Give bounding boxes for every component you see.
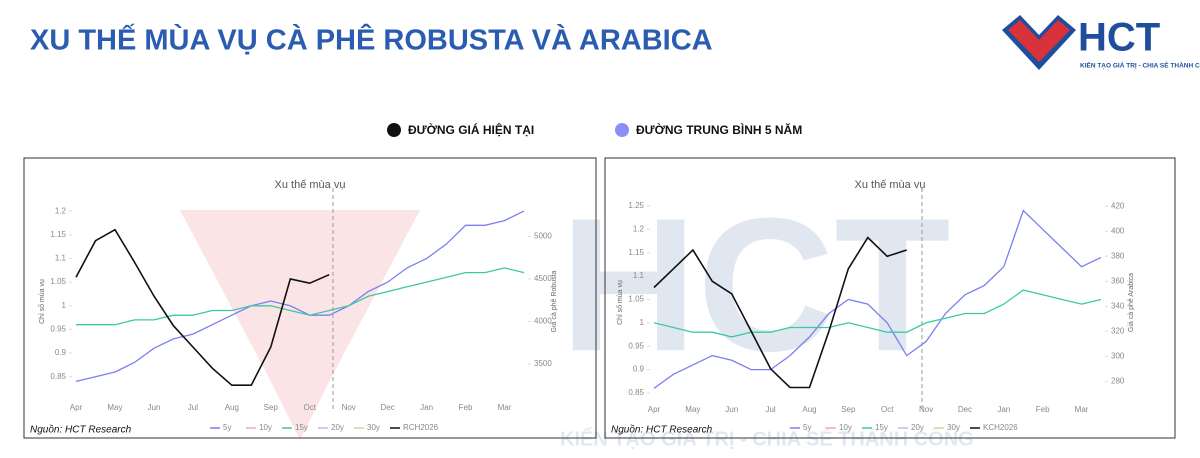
legend-text: ĐƯỜNG GIÁ HIỆN TẠI: [408, 122, 534, 137]
series-line: [76, 267, 525, 326]
x-tick-label: Feb: [1036, 405, 1050, 414]
x-tick-label: Aug: [225, 403, 239, 412]
y-tick-label: 0.85: [628, 388, 644, 397]
x-tick-label: Nov: [919, 405, 933, 414]
series-line: [653, 289, 1102, 338]
logo: HCT KIẾN TẠO GIÁ TRỊ - CHIA SẺ THÀNH CÔN…: [1002, 15, 1200, 70]
chart-title: Xu thế mùa vụ: [275, 179, 346, 191]
y-tick-label: 0.85: [50, 372, 66, 381]
legend-dot: [387, 123, 401, 137]
y-tick-label: 1.1: [55, 254, 67, 263]
y2-axis-title: Giá cà phê Robusta: [551, 270, 558, 332]
legend-dot: [615, 123, 629, 137]
x-tick-label: Sep: [841, 405, 856, 414]
x-tick-label: Mar: [1075, 405, 1089, 414]
y-tick-label: 0.95: [628, 341, 644, 350]
x-tick-label: Feb: [459, 403, 473, 412]
y2-tick-label: 420: [1111, 201, 1125, 210]
x-tick-label: Nov: [342, 403, 356, 412]
y-tick-label: 1.15: [50, 230, 66, 239]
x-tick-label: Aug: [802, 405, 816, 414]
x-tick-label: Oct: [304, 403, 317, 412]
x-tick-label: Apr: [70, 403, 83, 412]
tagline: KIẾN TẠO GIÁ TRỊ - CHIA SẺ THÀNH CÔNG: [1080, 60, 1200, 70]
source: Nguồn: HCT Research: [30, 424, 132, 436]
x-tick-label: Jan: [420, 403, 433, 412]
legend-label: 30y: [947, 423, 960, 432]
legend-label: KCH2026: [983, 423, 1018, 432]
y-tick-label: 1.05: [50, 277, 66, 286]
legend-text: ĐƯỜNG TRUNG BÌNH 5 NĂM: [636, 122, 802, 137]
x-tick-label: Dec: [958, 405, 972, 414]
x-tick-label: Oct: [881, 405, 894, 414]
y-axis-title: Chỉ số mùa vụ: [37, 279, 46, 324]
y2-tick-label: 400: [1111, 226, 1125, 235]
x-tick-label: May: [685, 405, 700, 414]
series-line: [653, 236, 907, 389]
legend-label: 10y: [259, 423, 272, 432]
legend-label: 15y: [875, 423, 888, 432]
x-tick-label: Jun: [147, 403, 160, 412]
watermark: HCT KIẾN TẠO GIÁ TRỊ - CHIA SẺ THÀNH CÔN…: [180, 179, 974, 450]
x-tick-label: Apr: [648, 405, 661, 414]
legend-label: RCH2026: [403, 423, 439, 432]
legend-label: 30y: [367, 423, 380, 432]
y2-tick-label: 380: [1111, 251, 1125, 260]
y-tick-label: 1.1: [633, 271, 645, 280]
x-tick-label: May: [107, 403, 122, 412]
title: XU THẾ MÙA VỤ CÀ PHÊ ROBUSTA VÀ ARABICA: [30, 23, 713, 57]
y-tick-label: 1: [62, 301, 67, 310]
y2-tick-label: 360: [1111, 276, 1125, 285]
y2-tick-label: 3500: [534, 359, 552, 368]
y2-axis-title: Giá cà phê Arabica: [1128, 273, 1135, 332]
y-tick-label: 1.05: [628, 295, 644, 304]
y-tick-label: 1.2: [633, 224, 645, 233]
x-tick-label: Jun: [725, 405, 738, 414]
x-tick-label: Jan: [997, 405, 1010, 414]
y-tick-label: 1.2: [55, 206, 67, 215]
y2-tick-label: 4500: [534, 274, 552, 283]
legend-label: 5y: [223, 423, 231, 432]
series-line: [653, 209, 1102, 389]
y2-tick-label: 5000: [534, 232, 552, 241]
legend-label: 20y: [331, 423, 344, 432]
legend-label: 15y: [295, 423, 308, 432]
source: Nguồn: HCT Research: [611, 424, 713, 436]
y2-tick-label: 300: [1111, 351, 1125, 360]
legend-label: 5y: [803, 423, 811, 432]
chart-title: Xu thế mùa vụ: [855, 179, 926, 191]
y-tick-label: 0.9: [633, 365, 645, 374]
y-axis-title: Chỉ số mùa vụ: [615, 280, 624, 325]
y2-tick-label: 320: [1111, 326, 1125, 335]
y-tick-label: 1.25: [628, 201, 644, 210]
series-line: [75, 210, 525, 383]
x-tick-label: Dec: [381, 403, 395, 412]
y2-tick-label: 340: [1111, 301, 1125, 310]
series-line: [75, 228, 330, 386]
x-tick-label: Jul: [765, 405, 775, 414]
y-tick-label: 1.15: [628, 248, 644, 257]
svg-text:HCT: HCT: [560, 179, 950, 391]
logo-text: HCT: [1078, 16, 1160, 60]
legend-label: 20y: [911, 423, 924, 432]
x-tick-label: Jul: [188, 403, 198, 412]
panel: [604, 157, 1176, 439]
y-tick-label: 0.9: [55, 348, 67, 357]
x-tick-label: Mar: [498, 403, 512, 412]
y-tick-label: 0.95: [50, 325, 66, 334]
panel: [23, 157, 597, 439]
y2-tick-label: 280: [1111, 376, 1125, 385]
x-tick-label: Sep: [264, 403, 279, 412]
y-tick-label: 1: [640, 318, 645, 327]
y2-tick-label: 4000: [534, 317, 552, 326]
legend-label: 10y: [839, 423, 852, 432]
